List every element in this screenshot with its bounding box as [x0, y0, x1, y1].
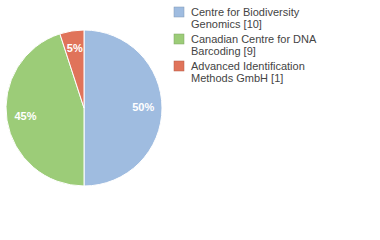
data-label: 5% [67, 42, 83, 54]
pie [6, 30, 162, 186]
legend-label-line: Methods GmbH [1] [191, 72, 283, 84]
legend-label-line: Centre for Biodiversity [191, 6, 300, 18]
pie-slice [84, 30, 162, 186]
legend: Centre for BiodiversityGenomics [10] Cana… [174, 6, 317, 84]
pie-slice [60, 30, 84, 108]
data-label: 45% [14, 110, 36, 122]
legend-label-line: Advanced Identification [191, 60, 305, 72]
legend-swatch [174, 34, 184, 44]
chart: 50% 45% 5% Centre for BiodiversityGenomics … [0, 0, 380, 240]
legend-label: Canadian Centre for DNABarcoding [9] [191, 33, 317, 57]
legend-label-line: Barcoding [9] [191, 45, 256, 57]
data-label: 50% [132, 101, 154, 113]
legend-swatch [174, 7, 184, 17]
legend-swatch [174, 61, 184, 71]
legend-label: Centre for BiodiversityGenomics [10] [191, 6, 300, 30]
legend-label: Advanced IdentificationMethods GmbH [1] [191, 60, 305, 84]
legend-label-line: Canadian Centre for DNA [191, 33, 317, 45]
legend-label-line: Genomics [10] [191, 18, 262, 30]
